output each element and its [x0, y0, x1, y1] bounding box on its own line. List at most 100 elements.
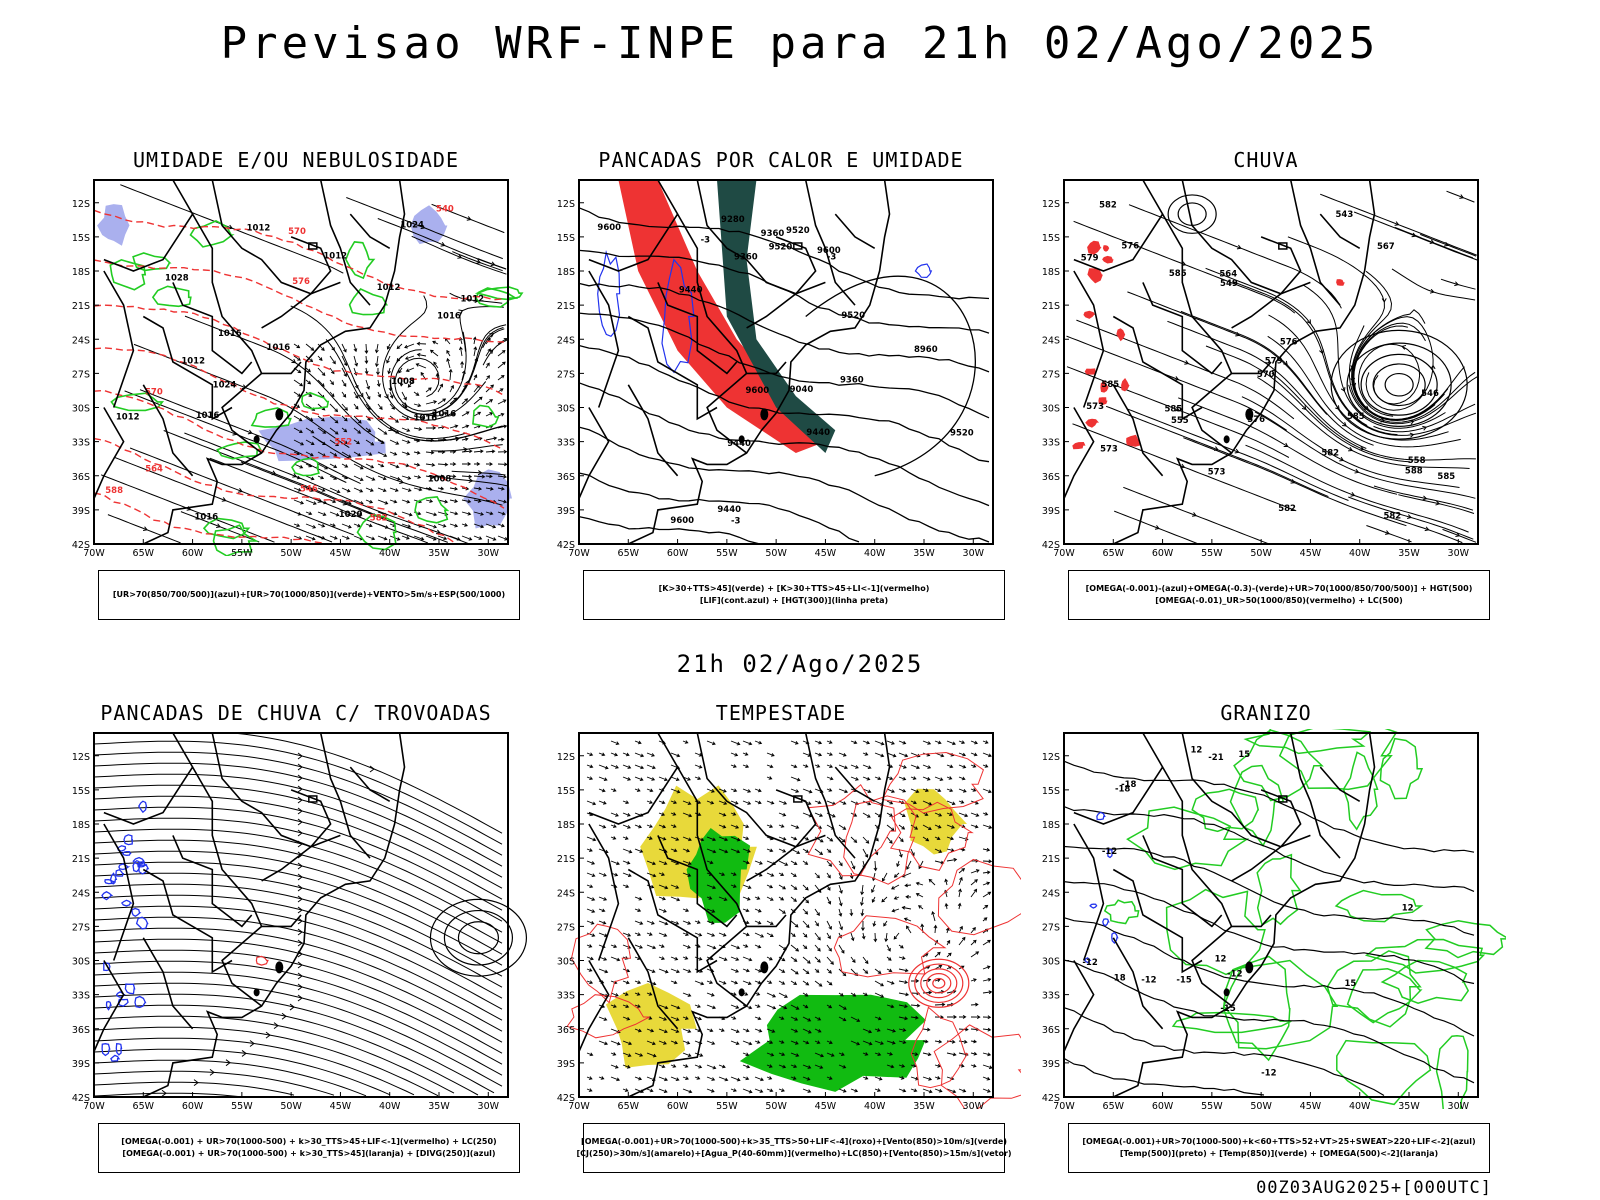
border-line — [1231, 789, 1302, 882]
wind-vector — [766, 1064, 773, 1068]
wind-vector — [329, 427, 339, 435]
streamline-arrow — [1422, 425, 1428, 431]
wind-vector — [814, 1052, 825, 1058]
wind-vector — [778, 908, 786, 914]
wind-vector — [826, 740, 833, 744]
wind-vector — [922, 764, 932, 769]
temperature-500-contour — [1063, 760, 1475, 853]
streamline — [237, 733, 503, 834]
wind-vector — [886, 956, 892, 961]
lon-label: 35W — [1398, 548, 1420, 556]
wind-vector — [634, 992, 641, 996]
wind-vector — [399, 379, 404, 387]
contour-label: 12 — [1190, 746, 1202, 756]
rain-area — [1336, 279, 1345, 286]
wind-vector — [377, 427, 388, 435]
wind-vector — [934, 1002, 946, 1007]
streamline-arrow — [317, 498, 323, 503]
wind-vector — [682, 1040, 691, 1045]
streamline — [93, 982, 503, 1087]
contour-label: 12 — [1402, 903, 1414, 913]
border-line — [1112, 315, 1203, 421]
wind-vector — [874, 740, 885, 746]
precipitable-water-contour — [910, 1006, 969, 1089]
lat-label: 27S — [72, 922, 90, 933]
wind-vector — [670, 884, 680, 889]
wind-vector — [898, 776, 907, 781]
divergence-contour — [101, 891, 114, 901]
wind-vector — [742, 1052, 750, 1057]
lon-label: 55W — [1201, 548, 1223, 556]
wind-vector — [682, 968, 692, 973]
streamline — [120, 184, 344, 274]
wind-vector — [790, 1028, 799, 1033]
streamline-arrow — [1339, 456, 1345, 462]
wind-vector — [814, 740, 823, 745]
wind-vector — [461, 411, 470, 417]
wind-vector — [706, 860, 714, 865]
legend-line: [LIF](cont.azul) + [HGT(300)](linha pret… — [699, 596, 889, 605]
wind-vector — [826, 920, 832, 930]
humidity-contour — [212, 524, 259, 556]
wind-vector — [598, 1016, 608, 1021]
wind-vector — [682, 860, 692, 866]
wind-vector — [838, 764, 848, 770]
wind-vector — [634, 752, 645, 758]
streamline — [93, 806, 503, 911]
streamline — [93, 1059, 367, 1097]
wind-vector — [730, 1076, 741, 1082]
humidity-area — [97, 204, 130, 246]
contour-label: 588 — [1405, 466, 1423, 476]
wind-vector — [905, 894, 912, 899]
temperature-500-contour — [1063, 881, 1475, 985]
lat-label: 24S — [72, 335, 90, 346]
wind-vector — [766, 1040, 774, 1045]
streamline — [209, 457, 429, 544]
streamline — [1302, 284, 1446, 429]
wind-vector — [742, 860, 750, 865]
streamline-arrow — [297, 884, 303, 892]
contour-label: 1012 — [461, 294, 485, 304]
contour-label: 1012 — [181, 357, 205, 367]
wind-vector — [850, 992, 857, 997]
contour-label: 576 — [1121, 241, 1139, 251]
precipitable-water-contour — [920, 968, 958, 999]
wind-vector — [622, 1052, 632, 1057]
wind-vector — [778, 1064, 787, 1069]
wind-vector — [586, 944, 593, 948]
map-frame — [578, 732, 994, 1098]
wind-vector — [586, 1076, 593, 1080]
wind-vector — [982, 881, 991, 886]
divergence-contour — [110, 1054, 121, 1062]
contour-label: 15 — [1344, 979, 1356, 989]
contour-label: 585 — [1437, 472, 1455, 482]
humidity-contour — [216, 441, 263, 460]
contour-label: -12 — [1102, 847, 1117, 857]
temperature-850-contour — [1191, 788, 1260, 833]
wind-vector — [622, 944, 632, 949]
wind-vector — [754, 860, 763, 865]
wind-vector — [838, 872, 843, 880]
wind-vector — [293, 499, 305, 505]
wind-vector — [946, 776, 953, 780]
wind-vector — [670, 920, 680, 925]
lagoon-mark — [1245, 961, 1254, 974]
wind-vector — [871, 896, 876, 903]
streamline — [93, 894, 503, 999]
humidity-area — [463, 469, 512, 529]
wind-vector — [766, 752, 775, 757]
wind-vector — [778, 812, 787, 817]
wind-vector — [766, 1004, 777, 1010]
wind-vector — [766, 980, 773, 984]
lon-label: 45W — [815, 1101, 837, 1109]
wind-vector — [886, 1052, 894, 1056]
wind-vector — [874, 992, 885, 998]
wind-vector — [718, 836, 729, 842]
wind-vector — [826, 956, 834, 965]
wind-vector — [958, 800, 965, 804]
wind-vector — [365, 535, 376, 541]
border-line — [221, 925, 263, 1007]
wind-vector — [850, 1088, 859, 1093]
wind-vector — [778, 956, 786, 962]
capital-mark — [1278, 795, 1288, 803]
